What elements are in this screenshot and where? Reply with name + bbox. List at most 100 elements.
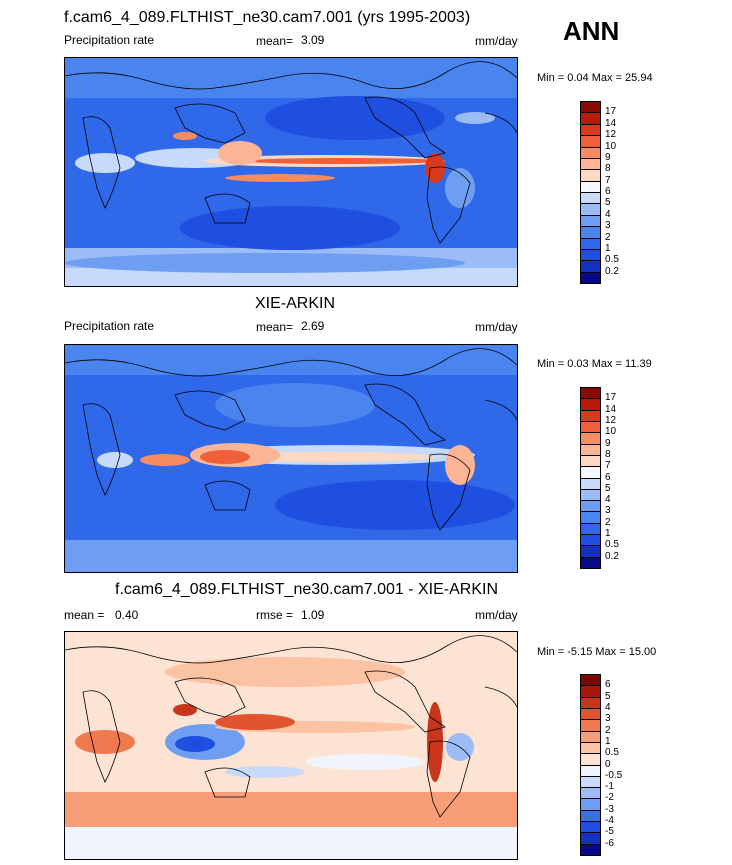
colorbar-label: 17 <box>605 106 617 118</box>
panel-2-variable-label: Precipitation rate <box>64 319 155 333</box>
colorbar-label: 2 <box>605 724 611 736</box>
colorbar-label: 14 <box>605 117 617 129</box>
panel-2-map-field <box>65 345 517 572</box>
colorbar-label: 4 <box>605 701 611 713</box>
panel-3-map <box>64 631 518 860</box>
season-label: ANN <box>563 16 620 46</box>
colorbar-label: 6 <box>605 471 611 483</box>
colorbar-label: 12 <box>605 129 617 141</box>
colorbar-swatch <box>580 775 601 789</box>
colorbar-label: 1 <box>605 242 611 254</box>
colorbar-swatch <box>580 753 601 766</box>
colorbar-label: 1 <box>605 735 611 747</box>
colorbar-label: -0.5 <box>605 769 623 781</box>
colorbar-label: 0.2 <box>605 550 619 562</box>
colorbar-swatch <box>580 821 601 834</box>
colorbar-swatch <box>580 798 601 811</box>
panel-3-mean-value: 0.40 <box>115 608 139 622</box>
panel-1-title: f.cam6_4_089.FLTHIST_ne30.cam7.001 (yrs … <box>64 9 471 26</box>
panel-1-map-field <box>65 58 517 286</box>
colorbar-label: 6 <box>605 186 611 197</box>
colorbar-swatch <box>580 787 601 800</box>
colorbar-swatch <box>580 556 601 569</box>
colorbar-swatch <box>580 123 601 137</box>
colorbar-swatch <box>580 534 601 547</box>
colorbar-label: 0.2 <box>605 265 619 277</box>
colorbar-swatch <box>580 500 601 513</box>
colorbar-swatch <box>580 387 601 400</box>
colorbar-swatch <box>580 832 601 845</box>
panel-1-mean-label: mean= <box>256 34 294 48</box>
colorbar-swatch <box>580 203 601 216</box>
panel-1-colorbar: 0.2 0.5 1 2 3 4 5 6 7 8 9 10 12 14 17 <box>580 101 650 284</box>
colorbar-label: 5 <box>605 482 611 494</box>
colorbar-label: -4 <box>605 815 614 827</box>
colorbar-label: 2 <box>605 231 611 243</box>
colorbar-label: 6 <box>605 679 611 691</box>
colorbar-swatch <box>580 146 601 159</box>
colorbar-label: 0 <box>605 758 611 770</box>
colorbar-swatch <box>580 477 601 490</box>
panel-1-map <box>64 57 518 287</box>
colorbar-swatch <box>580 741 601 755</box>
colorbar-swatch <box>580 192 601 205</box>
colorbar-label: -5 <box>605 826 614 838</box>
panel-2-title: XIE-ARKIN <box>255 295 336 312</box>
colorbar-label: 0.5 <box>605 254 619 266</box>
colorbar-swatch <box>580 157 601 171</box>
colorbar-label: 10 <box>605 426 617 438</box>
panel-1-minmax: Min = 0.04 Max = 25.94 <box>537 72 653 84</box>
colorbar-swatch <box>580 545 601 558</box>
colorbar-label: 5 <box>605 197 611 209</box>
colorbar-label: -1 <box>605 781 614 793</box>
panel-3-map-field <box>65 632 517 859</box>
panel-1-mean-value: 3.09 <box>301 33 325 47</box>
colorbar-swatch <box>580 511 601 524</box>
panel-2-units: mm/day <box>475 320 518 334</box>
colorbar-swatch <box>580 112 601 125</box>
colorbar-swatch <box>580 180 601 193</box>
colorbar-label: -2 <box>605 792 614 804</box>
panel-3-rmse-value: 1.09 <box>301 608 325 622</box>
colorbar-label: 3 <box>605 505 611 517</box>
colorbar-label: 4 <box>605 494 611 506</box>
colorbar-label: 3 <box>605 220 611 232</box>
colorbar-swatch <box>580 169 601 182</box>
colorbar-swatch <box>580 488 601 502</box>
colorbar-swatch <box>580 764 601 777</box>
colorbar-label: 3 <box>605 713 611 725</box>
colorbar-label: 4 <box>605 208 611 220</box>
colorbar-swatch <box>580 443 601 456</box>
colorbar-label: -3 <box>605 803 614 815</box>
colorbar-swatch <box>580 843 601 856</box>
colorbar-label: 0.5 <box>605 747 619 759</box>
colorbar-label: 9 <box>605 151 611 163</box>
panel-2-colorbar: 0.2 0.5 1 2 3 4 5 6 7 8 9 10 12 14 17 <box>580 387 650 569</box>
colorbar-swatch <box>580 432 601 445</box>
colorbar-swatch <box>580 271 601 284</box>
colorbar-swatch <box>580 685 601 698</box>
colorbar-swatch <box>580 454 601 468</box>
colorbar-label: 7 <box>605 460 611 472</box>
colorbar-swatch <box>580 101 601 114</box>
panel-2-mean-value: 2.69 <box>301 319 325 333</box>
panel-3-colorbar: -6 -5 -4 -3 -2 -1 -0.5 0 0.5 1 2 3 4 5 6 <box>580 674 650 856</box>
colorbar-swatch <box>580 260 601 273</box>
panel-3-minmax: Min = -5.15 Max = 15.00 <box>537 646 657 658</box>
colorbar-swatch <box>580 719 601 732</box>
colorbar-swatch <box>580 696 601 709</box>
colorbar-label: 1 <box>605 528 611 540</box>
colorbar-swatch <box>580 466 601 479</box>
colorbar-swatch <box>580 135 601 148</box>
colorbar-label: 8 <box>605 163 611 175</box>
colorbar-swatch <box>580 674 601 687</box>
colorbar-swatch <box>580 707 601 721</box>
panel-1-units: mm/day <box>475 34 518 48</box>
colorbar-swatch <box>580 809 601 823</box>
colorbar-label: 2 <box>605 516 611 528</box>
panel-3-rmse-label: rmse = <box>256 608 294 622</box>
panel-2-mean-label: mean= <box>256 320 294 334</box>
colorbar-swatch <box>580 237 601 250</box>
colorbar-swatch <box>580 226 601 239</box>
panel-3-mean-label: mean = <box>64 608 105 622</box>
